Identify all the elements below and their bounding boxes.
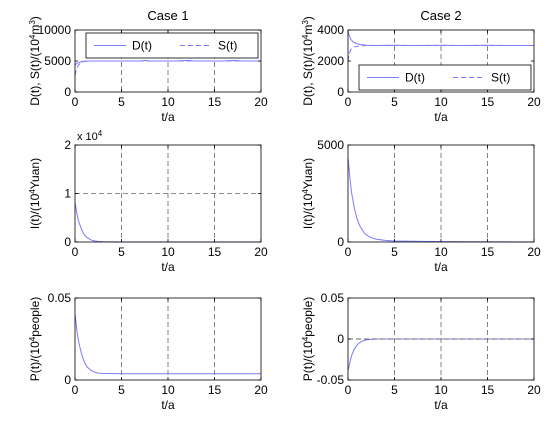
x-tick-label: 20 <box>527 95 541 109</box>
panel-c1-p: 0 5 10 15 20 0 0.05 t/a P(t)/(104people) <box>28 291 268 412</box>
x-tick-label: 5 <box>391 383 398 397</box>
y-tick-label: 5000 <box>44 54 71 68</box>
x-tick-label: 0 <box>345 383 352 397</box>
legend-label: S(t) <box>218 39 237 53</box>
x-tick-label: 15 <box>481 95 495 109</box>
legend-label: S(t) <box>491 71 510 85</box>
x-tick-label: 10 <box>161 383 175 397</box>
y-tick-label: 2000 <box>317 54 344 68</box>
y-tick-label: 0 <box>64 235 71 249</box>
y-tick-label: -0.05 <box>317 373 345 387</box>
y-axis-label: P(t)/(104people) <box>28 297 43 382</box>
legend-label: D(t) <box>132 39 152 53</box>
x-tick-label: 0 <box>72 383 79 397</box>
x-tick-label: 5 <box>391 245 398 259</box>
legend-label: D(t) <box>405 71 425 85</box>
legend: D(t) S(t) <box>85 32 259 59</box>
panel-c2-ds: 0 5 10 15 20 0 2000 4000 t/a D(t), S(t)/(104m3) D(… <box>301 16 541 124</box>
x-tick-label: 0 <box>72 245 79 259</box>
x-tick-label: 0 <box>345 245 352 259</box>
x-tick-label: 10 <box>434 95 448 109</box>
y-tick-label: 0 <box>337 332 344 346</box>
x-tick-label: 15 <box>208 383 222 397</box>
x-tick-label: 5 <box>118 95 125 109</box>
y-tick-label: 4000 <box>317 23 344 37</box>
x-axis-label: t/a <box>434 398 448 412</box>
axis-multiplier: x 104 <box>77 129 103 144</box>
x-tick-label: 10 <box>434 383 448 397</box>
y-tick-label: 1 <box>64 187 71 201</box>
y-tick-label: 0 <box>64 85 71 99</box>
series-line-pt <box>347 338 534 371</box>
x-tick-label: 15 <box>208 245 222 259</box>
x-axis-label: t/a <box>434 260 448 274</box>
y-axis-label: I(t)/(104Yuan) <box>28 158 43 229</box>
x-tick-label: 10 <box>161 245 175 259</box>
y-axis-label: P(t)/(104people) <box>301 297 316 382</box>
column-title-case-1: Case 1 <box>147 8 188 23</box>
x-tick-label: 20 <box>254 245 268 259</box>
y-tick-label: 0 <box>64 373 71 387</box>
panel-c1-i: 0 5 10 15 20 0 1 2 x 104 t/a I(t)/(104Yuan) <box>28 129 268 275</box>
y-tick-label: 0 <box>337 85 344 99</box>
x-tick-label: 15 <box>481 245 495 259</box>
y-tick-label: 10000 <box>38 23 72 37</box>
x-tick-label: 0 <box>72 95 79 109</box>
x-tick-label: 20 <box>254 95 268 109</box>
y-tick-label: 0.05 <box>48 291 72 305</box>
legend: D(t) S(t) <box>358 64 532 91</box>
x-tick-label: 5 <box>118 383 125 397</box>
x-axis-label: t/a <box>434 110 448 124</box>
x-axis-label: t/a <box>161 398 175 412</box>
x-tick-label: 10 <box>434 245 448 259</box>
x-tick-label: 5 <box>118 245 125 259</box>
y-axis-label: D(t), S(t)/(104m3) <box>301 16 316 106</box>
y-tick-label: 5000 <box>317 138 344 152</box>
y-tick-label: 0.05 <box>321 291 345 305</box>
series-line-pt <box>74 314 261 375</box>
x-tick-label: 15 <box>481 383 495 397</box>
panel-c1-ds: 0 5 10 15 20 0 5000 10000 t/a D(t), S(t)/(104m3) D… <box>28 16 268 124</box>
y-tick-label: 0 <box>337 235 344 249</box>
series-line-st <box>347 45 534 62</box>
x-axis-label: t/a <box>161 110 175 124</box>
x-axis-label: t/a <box>161 260 175 274</box>
x-tick-label: 20 <box>527 245 541 259</box>
panel-c2-i: 0 5 10 15 20 0 5000 t/a I(t)/(104Yuan) <box>301 138 541 274</box>
y-axis-label: D(t), S(t)/(104m3) <box>28 16 43 106</box>
x-tick-label: 20 <box>254 383 268 397</box>
y-axis-label: I(t)/(104Yuan) <box>301 158 316 229</box>
x-tick-label: 15 <box>208 95 222 109</box>
y-tick-label: 2 <box>64 138 71 152</box>
series-line-it <box>347 158 535 243</box>
x-tick-label: 10 <box>161 95 175 109</box>
column-title-case-2: Case 2 <box>420 8 461 23</box>
x-tick-label: 0 <box>345 95 352 109</box>
x-tick-label: 20 <box>527 383 541 397</box>
x-tick-label: 5 <box>391 95 398 109</box>
